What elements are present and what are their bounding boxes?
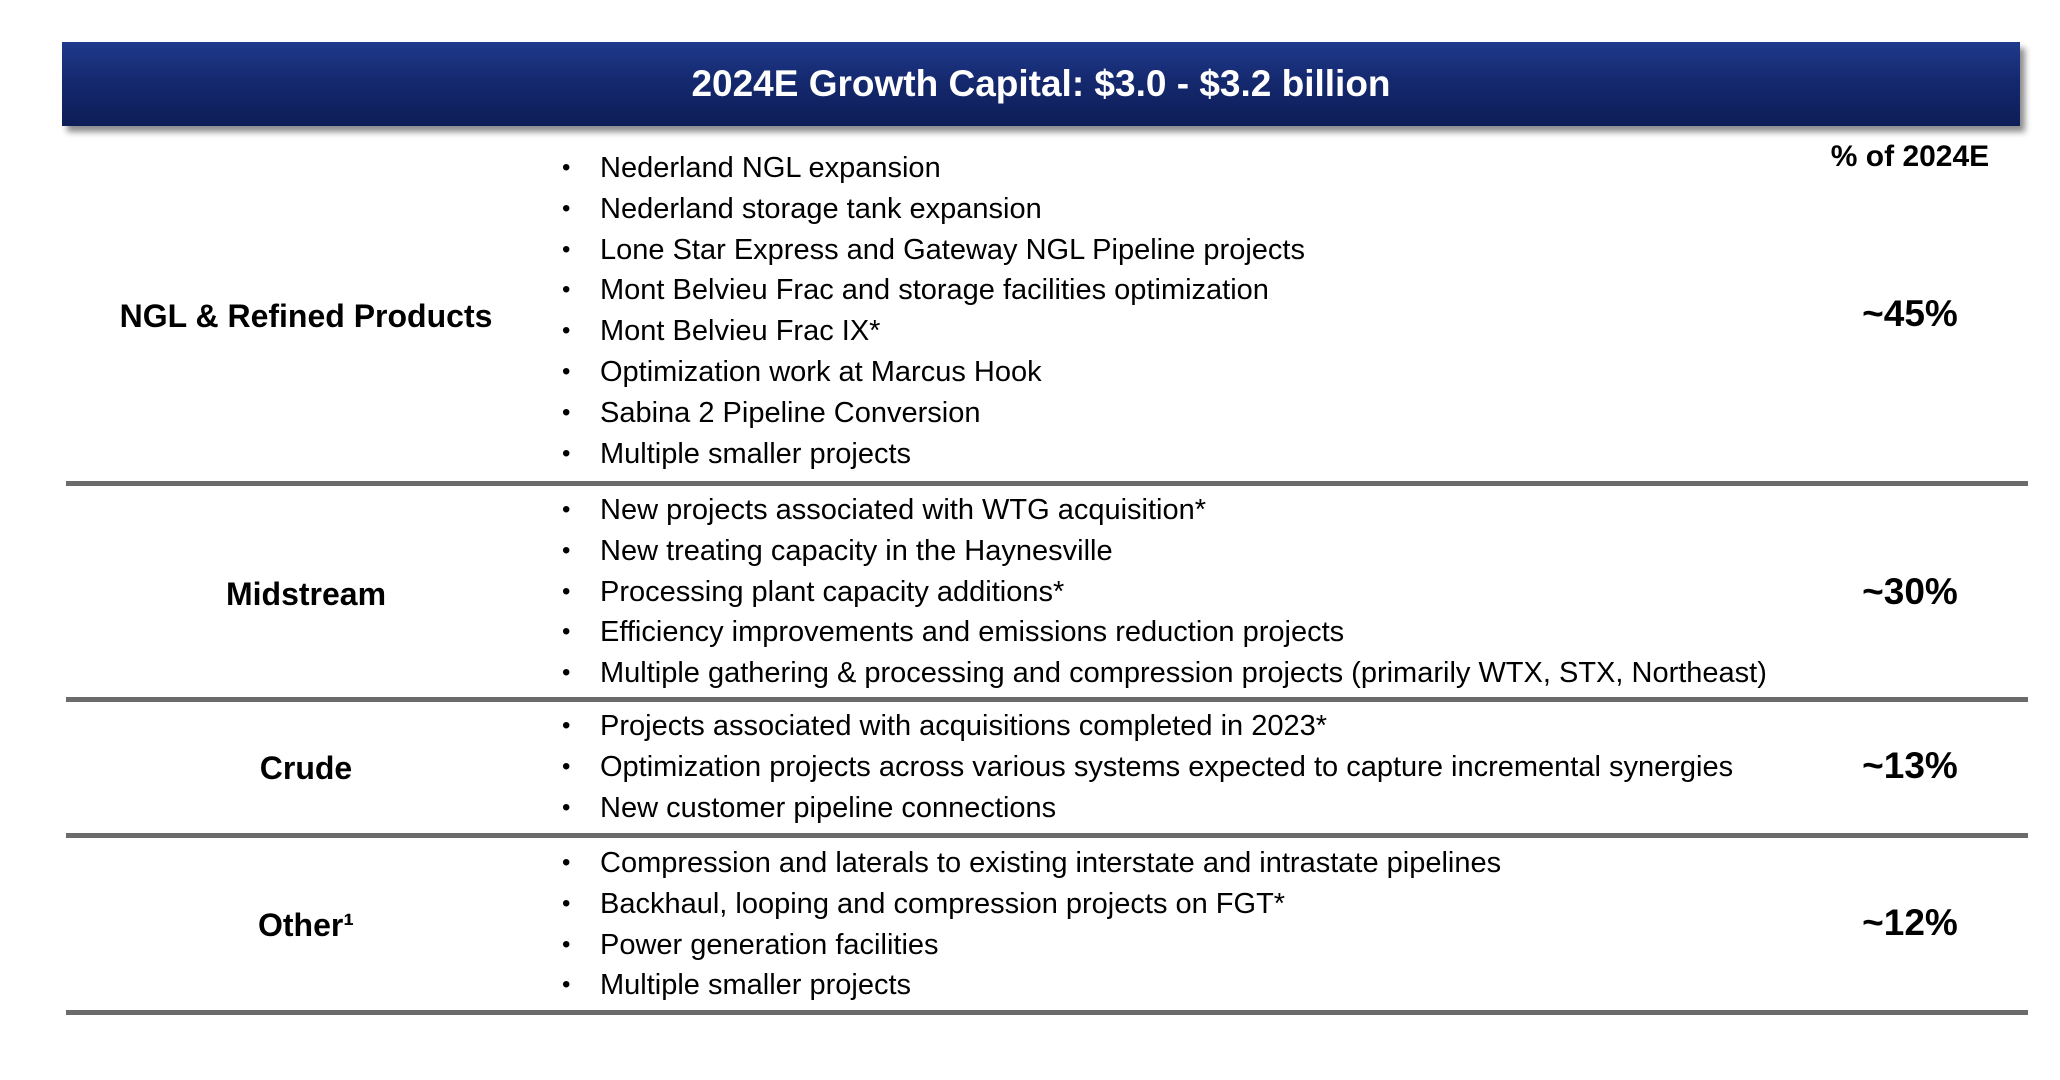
section-label: Midstream (225, 576, 387, 612)
section-percent: ~12% (1862, 902, 1958, 943)
section-label: NGL & Refined Products (119, 298, 493, 334)
list-item: New treating capacity in the Haynesville (562, 531, 1767, 572)
section-divider (66, 697, 2028, 702)
list-item: Lone Star Express and Gateway NGL Pipeli… (562, 230, 1305, 271)
list-item: Compression and laterals to existing int… (562, 843, 1501, 884)
section-divider (66, 1010, 2028, 1015)
list-item: Nederland storage tank expansion (562, 189, 1305, 230)
list-item: Efficiency improvements and emissions re… (562, 612, 1767, 653)
list-item: Sabina 2 Pipeline Conversion (562, 393, 1305, 434)
list-item: Mont Belvieu Frac IX* (562, 311, 1305, 352)
section-percent: ~13% (1862, 745, 1958, 786)
list-item: New projects associated with WTG acquisi… (562, 490, 1767, 531)
section-divider (66, 481, 2028, 486)
list-item: Optimization projects across various sys… (562, 747, 1733, 788)
list-item: Multiple smaller projects (562, 434, 1305, 475)
bullet-list: New projects associated with WTG acquisi… (562, 490, 1767, 694)
section-label: Crude (259, 750, 353, 786)
list-item: Power generation facilities (562, 925, 1501, 966)
list-item: Multiple gathering & processing and comp… (562, 653, 1767, 694)
list-item: New customer pipeline connections (562, 788, 1733, 829)
section-crude: Crude Projects associated with acquisiti… (66, 706, 2026, 833)
percent-column-header: % of 2024E (1830, 140, 1990, 173)
section-label: Other¹ (258, 907, 354, 943)
list-item: Mont Belvieu Frac and storage facilities… (562, 270, 1305, 311)
list-item: Projects associated with acquisitions co… (562, 706, 1733, 747)
bullet-list: Compression and laterals to existing int… (562, 843, 1501, 1006)
header-banner: 2024E Growth Capital: $3.0 - $3.2 billio… (62, 42, 2020, 126)
list-item: Backhaul, looping and compression projec… (562, 884, 1501, 925)
section-divider (66, 833, 2028, 838)
section-percent: ~45% (1862, 293, 1958, 334)
list-item: Multiple smaller projects (562, 965, 1501, 1006)
page-title: 2024E Growth Capital: $3.0 - $3.2 billio… (691, 63, 1391, 104)
bullet-list: Nederland NGL expansion Nederland storag… (562, 148, 1305, 474)
list-item: Nederland NGL expansion (562, 148, 1305, 189)
section-midstream: Midstream New projects associated with W… (66, 490, 2026, 697)
list-item: Processing plant capacity additions* (562, 572, 1767, 613)
bullet-list: Projects associated with acquisitions co… (562, 706, 1733, 828)
section-other: Other¹ Compression and laterals to exist… (66, 843, 2026, 1010)
list-item: Optimization work at Marcus Hook (562, 352, 1305, 393)
section-percent: ~30% (1862, 571, 1958, 612)
section-ngl-refined-products: NGL & Refined Products Nederland NGL exp… (66, 148, 2026, 481)
